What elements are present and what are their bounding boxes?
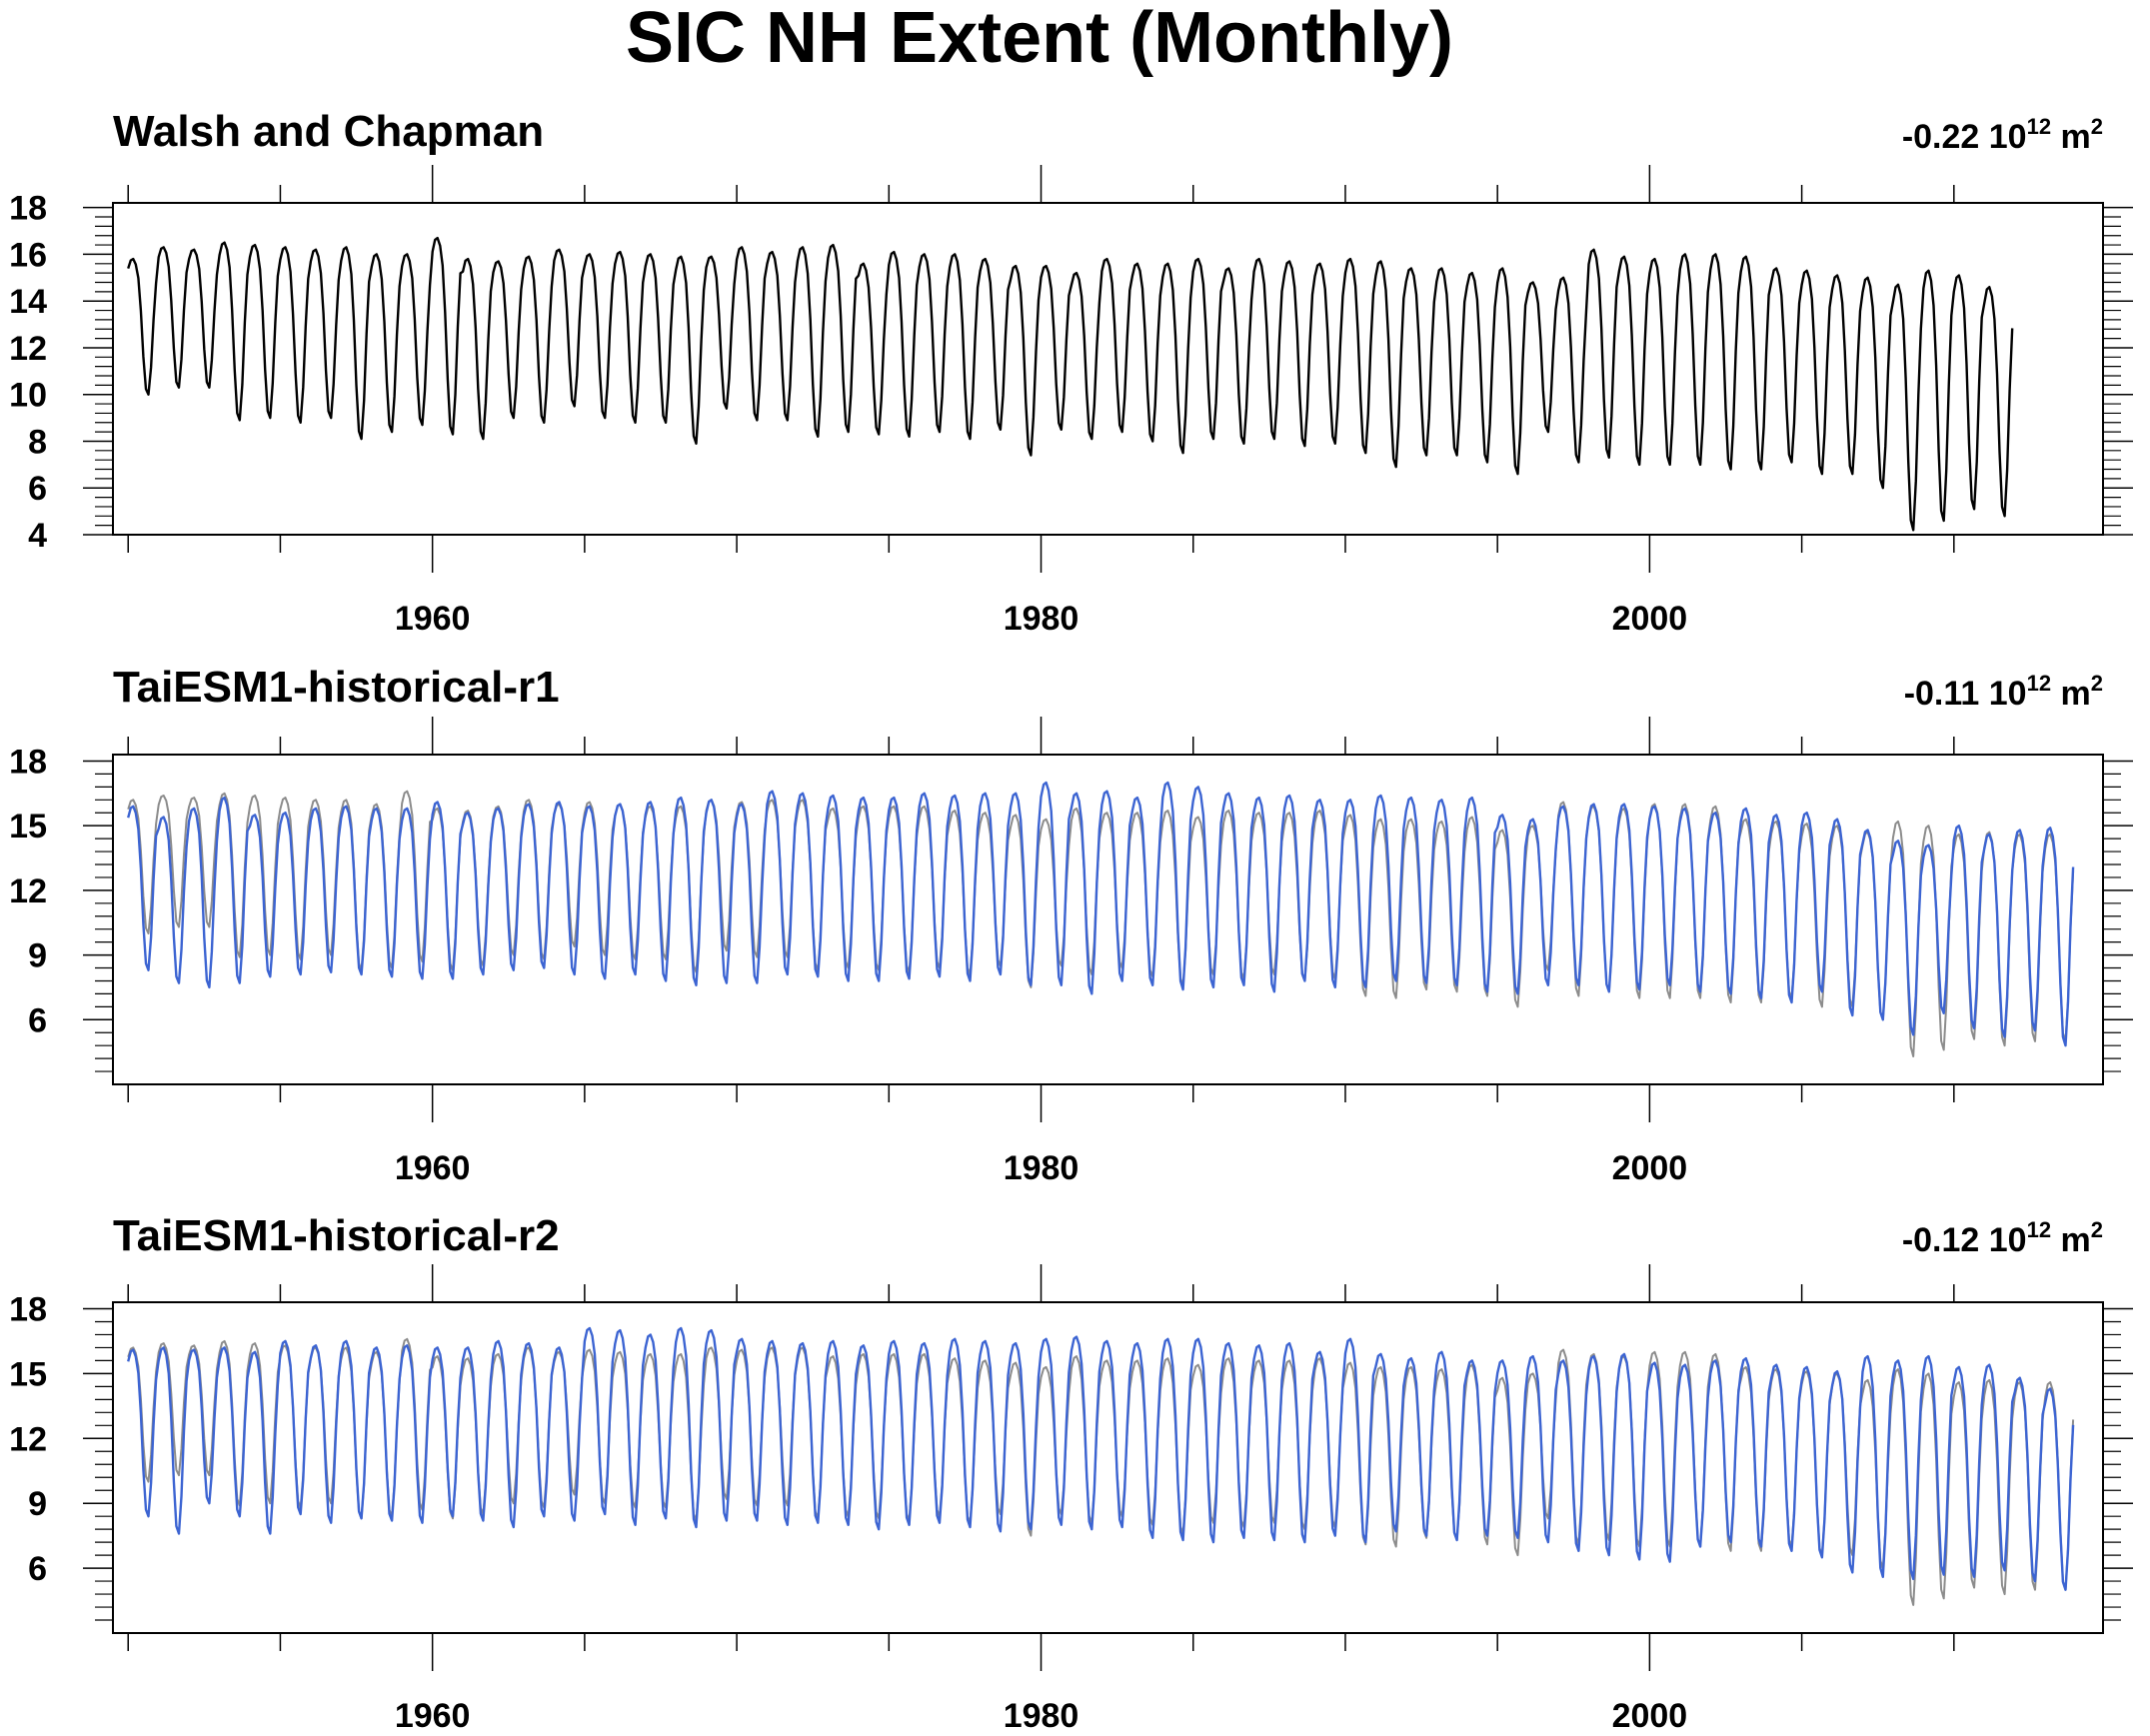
trend-label: -0.11 1012 m2 — [1904, 671, 2103, 713]
trend-exponent: 12 — [2027, 114, 2051, 139]
trend-value: -0.12 10 — [1902, 1221, 2027, 1259]
x-tick-label: 1960 — [395, 1697, 471, 1735]
trend-value: -0.22 10 — [1902, 118, 2027, 156]
trend-unit-exponent: 2 — [2091, 114, 2103, 139]
x-tick-label: 1980 — [1004, 1697, 1079, 1735]
panel-2: TaiESM1-historical-r1 -0.11 1012 m2691215… — [9, 663, 2133, 1187]
panel-title: TaiESM1-historical-r2 — [113, 1211, 560, 1260]
y-tick-label: 12 — [9, 872, 47, 910]
trend-unit: m — [2051, 118, 2091, 156]
x-tick-label: 1980 — [1004, 600, 1079, 638]
panel-title: TaiESM1-historical-r1 — [113, 663, 560, 712]
y-tick-label: 18 — [9, 190, 47, 228]
y-tick-label: 12 — [9, 330, 47, 368]
y-tick-label: 18 — [9, 743, 47, 781]
y-tick-label: 14 — [9, 283, 47, 321]
plot-frame — [112, 202, 2104, 536]
x-tick-label: 1960 — [395, 600, 471, 638]
trend-value: -0.11 10 — [1904, 675, 2027, 713]
series-line-model — [127, 1326, 2075, 1591]
series-line-model — [127, 781, 2075, 1047]
trend-label: -0.12 1012 m2 — [1902, 1217, 2103, 1259]
y-tick-label: 15 — [9, 808, 47, 846]
y-tick-label: 6 — [28, 1001, 47, 1039]
y-tick-label: 8 — [28, 423, 47, 461]
x-tick-label: 2000 — [1612, 600, 1688, 638]
series-line-ref — [127, 790, 2075, 1057]
series-line-obs — [127, 236, 2014, 532]
panel-1: Walsh and Chapman -0.22 1012 m24681012141… — [9, 107, 2133, 638]
trend-unit-exponent: 2 — [2091, 671, 2103, 696]
y-tick-label: 9 — [28, 1485, 47, 1523]
y-tick-label: 4 — [28, 517, 47, 555]
y-tick-label: 6 — [28, 470, 47, 508]
y-tick-label: 10 — [9, 377, 47, 415]
plot-frame — [112, 754, 2104, 1085]
figure-title: SIC NH Extent (Monthly) — [626, 0, 1453, 78]
x-tick-label: 1980 — [1004, 1149, 1079, 1187]
trend-exponent: 12 — [2027, 671, 2051, 696]
trend-unit: m — [2051, 1221, 2091, 1259]
y-tick-label: 9 — [28, 937, 47, 975]
series-line-ref — [127, 1337, 2075, 1606]
y-tick-label: 18 — [9, 1290, 47, 1328]
y-tick-label: 6 — [28, 1550, 47, 1588]
x-tick-label: 2000 — [1612, 1697, 1688, 1735]
trend-unit: m — [2051, 675, 2091, 713]
trend-exponent: 12 — [2027, 1217, 2051, 1242]
y-tick-label: 12 — [9, 1420, 47, 1458]
trend-label: -0.22 1012 m2 — [1902, 114, 2103, 156]
x-tick-label: 1960 — [395, 1149, 471, 1187]
panel-3: TaiESM1-historical-r2 -0.12 1012 m2691215… — [9, 1211, 2133, 1735]
y-tick-label: 16 — [9, 236, 47, 274]
x-tick-label: 2000 — [1612, 1149, 1688, 1187]
trend-unit-exponent: 2 — [2091, 1217, 2103, 1242]
y-tick-label: 15 — [9, 1355, 47, 1393]
plot-frame — [112, 1301, 2104, 1634]
panel-title: Walsh and Chapman — [113, 107, 544, 156]
